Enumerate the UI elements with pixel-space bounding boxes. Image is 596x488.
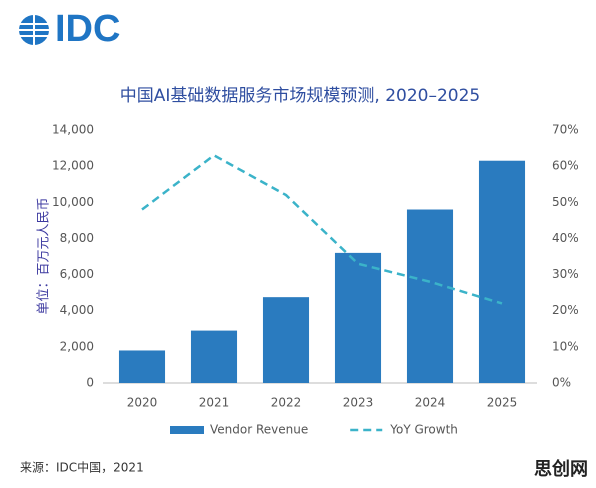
- x-tick-label: 2022: [271, 396, 302, 410]
- y2-tick-label: 0%: [552, 376, 571, 390]
- y-tick-label: 8,000: [60, 231, 94, 245]
- y-tick-label: 14,000: [52, 123, 94, 137]
- y2-tick-label: 50%: [552, 195, 579, 209]
- bar: [262, 297, 310, 383]
- y2-tick-label: 60%: [552, 159, 579, 173]
- watermark: 思创网: [534, 458, 588, 480]
- y-axis-label: 单位：百万元人民币: [37, 197, 52, 314]
- chart-title: 中国AI基础数据服务市场规模预测, 2020–2025: [120, 86, 480, 106]
- y2-tick-label: 30%: [552, 267, 579, 281]
- y2-tick-label: 40%: [552, 231, 579, 245]
- y-tick-label: 2,000: [60, 339, 94, 353]
- x-tick-label: 2025: [487, 396, 518, 410]
- x-tick-label: 2020: [127, 396, 158, 410]
- line: [141, 153, 503, 305]
- legend-label: YoY Growth: [389, 423, 458, 437]
- y-tick-label: 4,000: [60, 303, 94, 317]
- x-tick-label: 2021: [199, 396, 230, 410]
- y-tick-label: 6,000: [60, 267, 94, 281]
- legend-label: Vendor Revenue: [210, 423, 308, 437]
- y2-tick-label: 70%: [552, 123, 579, 137]
- logo-globe: [19, 15, 49, 45]
- bar: [478, 160, 526, 383]
- bar: [334, 252, 382, 383]
- legend-swatch: [170, 426, 204, 434]
- source: 来源：IDC中国，2021: [20, 460, 144, 475]
- y2-tick-label: 10%: [552, 339, 579, 353]
- bar: [190, 330, 238, 383]
- logo-text: IDC: [55, 8, 120, 50]
- x-tick-label: 2024: [415, 396, 446, 410]
- y-tick-label: 12,000: [52, 159, 94, 173]
- y-tick-label: 0: [86, 376, 94, 390]
- x-tick-label: 2023: [343, 396, 374, 410]
- bar: [406, 209, 454, 383]
- bar: [118, 350, 166, 383]
- y-tick-label: 10,000: [52, 195, 94, 209]
- y2-tick-label: 20%: [552, 303, 579, 317]
